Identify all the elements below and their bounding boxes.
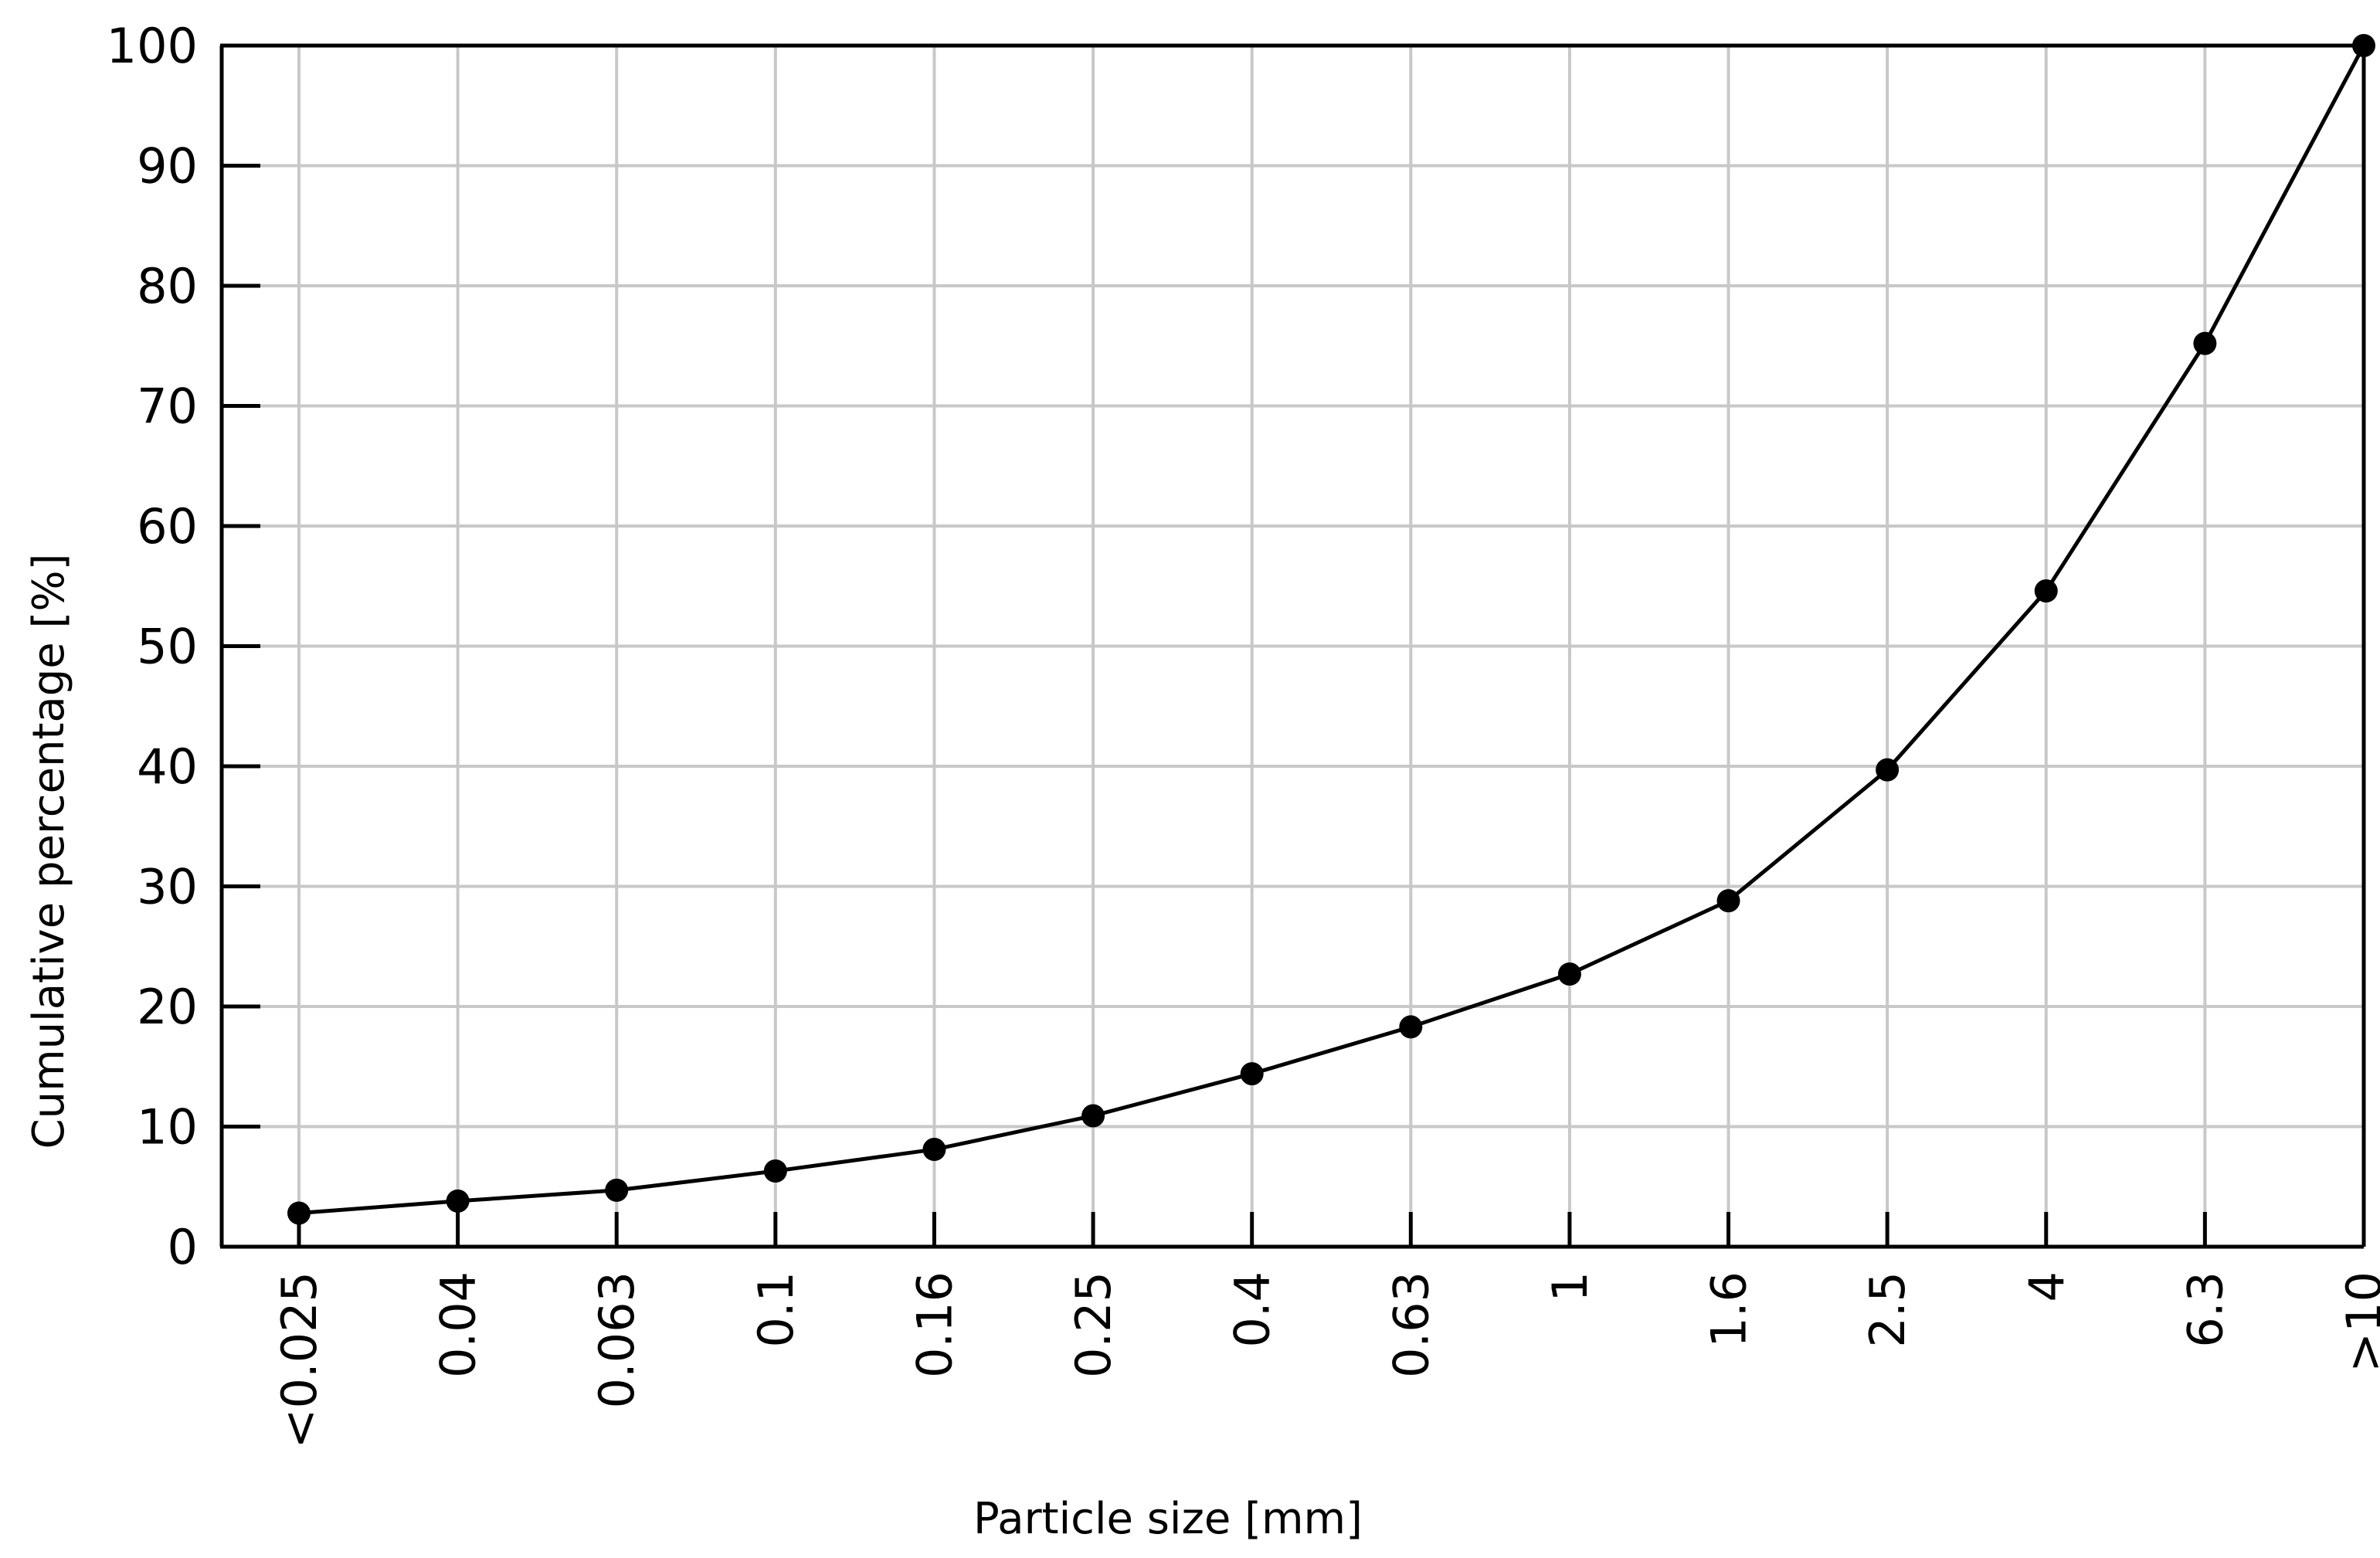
data-point — [763, 1159, 787, 1183]
data-point — [2034, 579, 2058, 602]
x-tick-label: 2.5 — [1859, 1271, 1916, 1348]
x-tick-label: 0.63 — [1383, 1271, 1439, 1378]
series-line — [298, 44, 2366, 1215]
y-tick-label: 70 — [137, 378, 198, 435]
x-axis-title: Particle size [mm] — [973, 1494, 1363, 1544]
data-point — [1557, 962, 1581, 986]
y-axis-title: Cumulative percentage [%] — [24, 554, 74, 1149]
data-point — [922, 1138, 946, 1162]
x-tick-label: 4 — [2018, 1271, 2075, 1302]
y-tick-label: 80 — [137, 258, 198, 314]
x-tick-label: 0.04 — [430, 1271, 487, 1378]
x-tick-label: >10 — [2336, 1271, 2380, 1373]
y-tick-label: 40 — [137, 738, 198, 795]
data-point — [1716, 889, 1740, 913]
x-tick-label: 1 — [1542, 1271, 1598, 1302]
data-point — [446, 1189, 470, 1213]
y-tick-label: 60 — [137, 498, 198, 555]
y-tick-label: 50 — [137, 619, 198, 675]
data-point — [2352, 34, 2375, 57]
data-point — [1399, 1015, 1423, 1039]
data-point — [1081, 1104, 1105, 1128]
data-point — [605, 1178, 629, 1202]
data-point — [287, 1201, 311, 1225]
x-tick-label: <0.025 — [271, 1271, 328, 1448]
x-tick-label: 0.16 — [906, 1271, 963, 1378]
x-tick-label: 0.25 — [1065, 1271, 1122, 1378]
grid — [222, 46, 2364, 1247]
y-tick-label: 10 — [137, 1099, 198, 1156]
y-tick-label: 0 — [168, 1219, 198, 1275]
axes — [219, 43, 2366, 1249]
data-point — [1240, 1062, 1264, 1086]
y-tick-label: 20 — [137, 979, 198, 1035]
y-tick-label: 30 — [137, 859, 198, 915]
data-point — [2193, 331, 2217, 355]
x-tick-label: 0.063 — [589, 1271, 645, 1409]
data-point — [1876, 758, 1900, 782]
x-tick-labels: <0.025 0.04 0.063 0.1 0.16 0.25 0.4 0.63 1 1.6 2.5… — [271, 1271, 2380, 1448]
data-series — [287, 34, 2375, 1225]
y-tick-labels: 0 10 20 30 40 50 60 70 80 90 100 — [107, 18, 198, 1275]
y-tick-label: 90 — [137, 138, 198, 195]
y-tick-label: 100 — [107, 18, 198, 74]
x-tick-label: 6.3 — [2177, 1271, 2233, 1348]
x-tick-label: 1.6 — [1701, 1271, 1757, 1348]
x-tick-label: 0.4 — [1224, 1271, 1281, 1348]
x-tick-label: 0.1 — [748, 1271, 804, 1348]
